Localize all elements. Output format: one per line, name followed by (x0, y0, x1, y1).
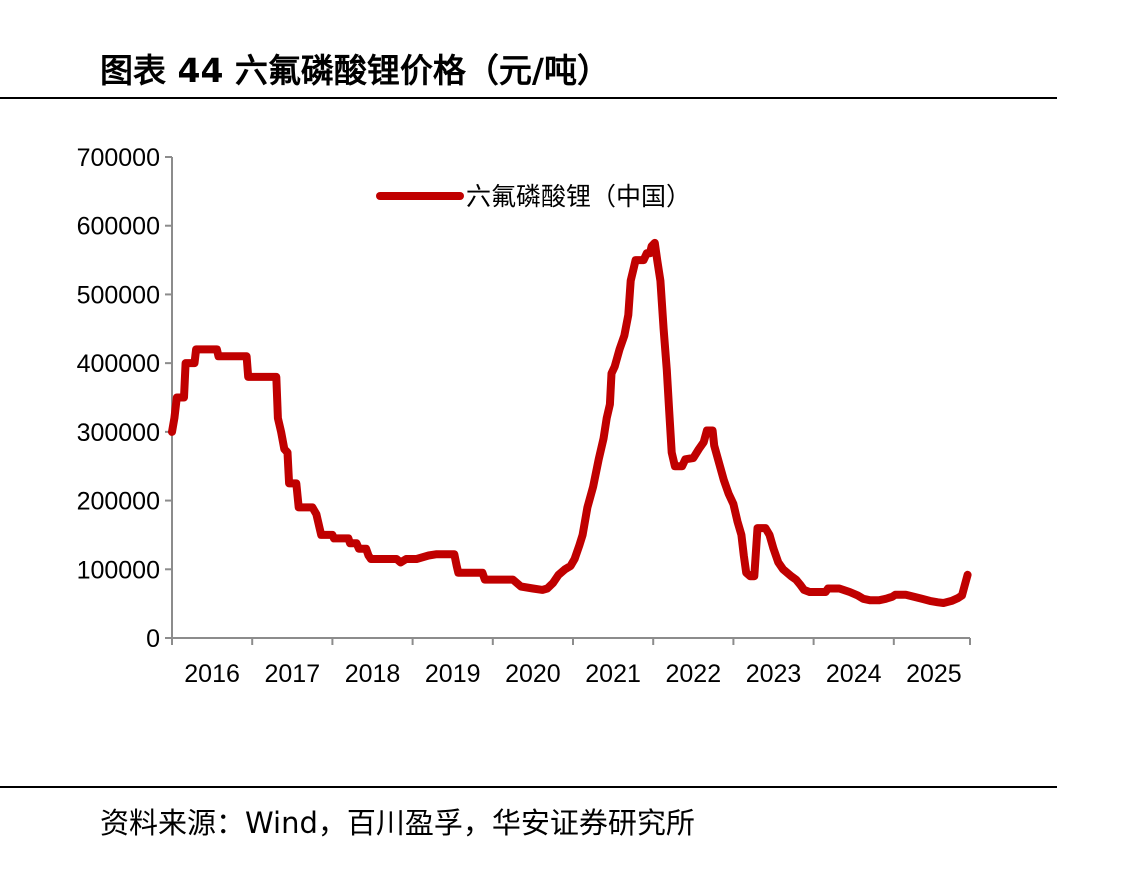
x-tick-label: 2019 (425, 660, 481, 688)
y-tick-label: 700000 (77, 144, 160, 172)
x-tick-label: 2021 (585, 660, 641, 688)
y-tick-label: 600000 (77, 213, 160, 241)
x-tick-label: 2016 (184, 660, 240, 688)
top-rule (0, 97, 1057, 99)
x-tick-label: 2017 (264, 660, 320, 688)
legend-label: 六氟磷酸锂（中国） (466, 182, 691, 211)
y-tick-label: 100000 (77, 556, 160, 584)
source-note: 资料来源：Wind，百川盈孚，华安证券研究所 (100, 806, 695, 840)
figure-title: 图表 44 六氟磷酸锂价格（元/吨） (100, 51, 610, 90)
bottom-rule (0, 786, 1057, 788)
y-tick-label: 400000 (77, 350, 160, 378)
y-tick-label: 0 (146, 625, 160, 653)
x-tick-label: 2018 (345, 660, 401, 688)
x-tick-label: 2023 (746, 660, 802, 688)
y-tick-label: 500000 (77, 281, 160, 309)
x-tick-label: 2024 (826, 660, 882, 688)
x-tick-label: 2020 (505, 660, 561, 688)
y-tick-label: 200000 (77, 488, 160, 516)
y-tick-label: 300000 (77, 419, 160, 447)
x-tick-label: 2022 (665, 660, 721, 688)
series-line-0 (168, 238, 972, 607)
y-axis-ticks: 0 100000 200000 300000 400000 500000 600000 700… (77, 144, 172, 653)
legend: 六氟磷酸锂（中国） (376, 182, 691, 211)
x-tick-label: 2025 (906, 660, 962, 688)
x-axis-ticks: 2016 2017 2018 2019 2020 2021 2022 2023 2024 2025 (171, 638, 971, 688)
